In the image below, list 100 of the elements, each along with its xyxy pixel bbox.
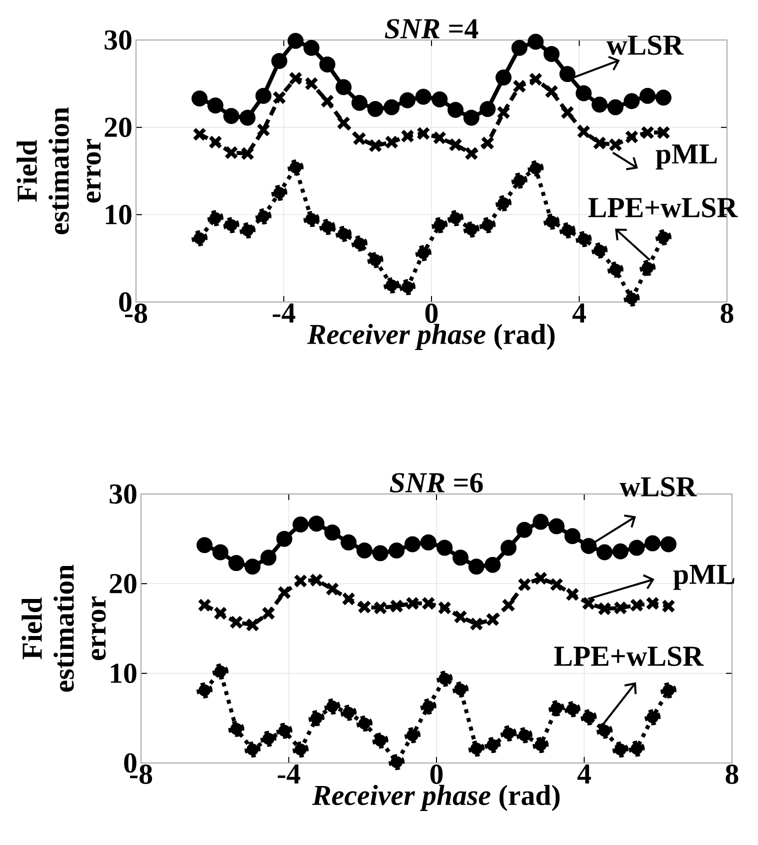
point	[548, 518, 565, 534]
point	[415, 88, 432, 105]
point	[288, 71, 303, 86]
point	[432, 217, 448, 234]
point	[496, 195, 512, 212]
point	[448, 102, 464, 118]
point	[528, 160, 544, 176]
point	[432, 91, 448, 108]
x-tick-label: 4	[577, 764, 591, 784]
point	[592, 96, 608, 113]
point	[246, 618, 260, 632]
point	[660, 536, 676, 552]
point	[660, 682, 676, 698]
point	[400, 129, 414, 144]
point	[319, 56, 336, 72]
point	[576, 231, 592, 248]
point	[480, 217, 496, 234]
point	[244, 558, 261, 575]
x-tick-label: 8	[726, 764, 738, 784]
point	[463, 110, 480, 126]
point	[372, 545, 388, 562]
point	[559, 66, 576, 82]
point	[276, 530, 292, 547]
point	[276, 722, 292, 739]
point	[368, 138, 382, 153]
point	[480, 100, 496, 117]
point	[272, 90, 286, 105]
point	[468, 740, 484, 757]
point	[415, 245, 432, 262]
point	[484, 556, 501, 573]
point	[303, 40, 320, 56]
point	[336, 79, 352, 96]
point	[454, 610, 468, 624]
point	[373, 600, 388, 615]
point	[655, 90, 672, 106]
point	[367, 252, 384, 268]
point	[612, 543, 628, 560]
point	[308, 516, 324, 532]
point	[640, 88, 656, 104]
point	[548, 700, 565, 716]
y-tick-label: 10	[110, 664, 136, 684]
point	[576, 85, 592, 102]
x-axis-title: Receiver phase (rad)	[307, 324, 555, 350]
point	[319, 218, 336, 235]
point	[196, 537, 213, 554]
point	[644, 709, 661, 726]
x-tick-label: 0	[425, 304, 438, 324]
point	[240, 146, 254, 160]
point	[544, 84, 558, 98]
point	[404, 536, 420, 552]
point	[550, 578, 564, 592]
point	[612, 742, 628, 758]
x-tick-label: 4	[572, 304, 586, 323]
point	[240, 110, 256, 126]
y-tick-label: 30	[104, 30, 132, 50]
point	[384, 99, 400, 116]
point	[630, 598, 644, 612]
point	[512, 79, 526, 94]
point	[207, 210, 224, 226]
point	[528, 34, 544, 50]
point	[256, 122, 270, 137]
point	[240, 222, 256, 238]
point	[384, 277, 400, 294]
point	[388, 754, 405, 770]
point	[655, 229, 672, 246]
point	[452, 550, 469, 566]
point	[212, 664, 228, 680]
point	[260, 730, 276, 747]
point	[448, 210, 464, 226]
point	[229, 615, 244, 630]
point	[228, 555, 244, 572]
point	[436, 540, 453, 556]
point	[624, 130, 639, 144]
point	[308, 710, 324, 726]
point	[340, 534, 357, 550]
annotation: wLSR	[606, 36, 684, 55]
point	[534, 571, 548, 586]
point	[496, 106, 510, 120]
point	[208, 135, 222, 150]
point	[336, 116, 351, 130]
point	[528, 72, 543, 86]
y-tick-label: 10	[106, 204, 132, 224]
point	[261, 606, 276, 620]
annotation: LPE+wLSR	[554, 646, 704, 666]
point	[452, 681, 469, 698]
point	[582, 596, 596, 610]
point	[517, 578, 532, 592]
point	[288, 159, 304, 176]
point	[224, 146, 238, 160]
point	[352, 132, 366, 146]
point	[244, 742, 261, 758]
point	[325, 582, 340, 596]
point	[628, 540, 645, 556]
annotation: wLSR	[620, 477, 697, 497]
point	[598, 602, 612, 616]
point	[420, 698, 436, 715]
point	[192, 127, 206, 142]
point	[480, 136, 495, 150]
point	[310, 573, 324, 588]
point	[624, 290, 640, 306]
